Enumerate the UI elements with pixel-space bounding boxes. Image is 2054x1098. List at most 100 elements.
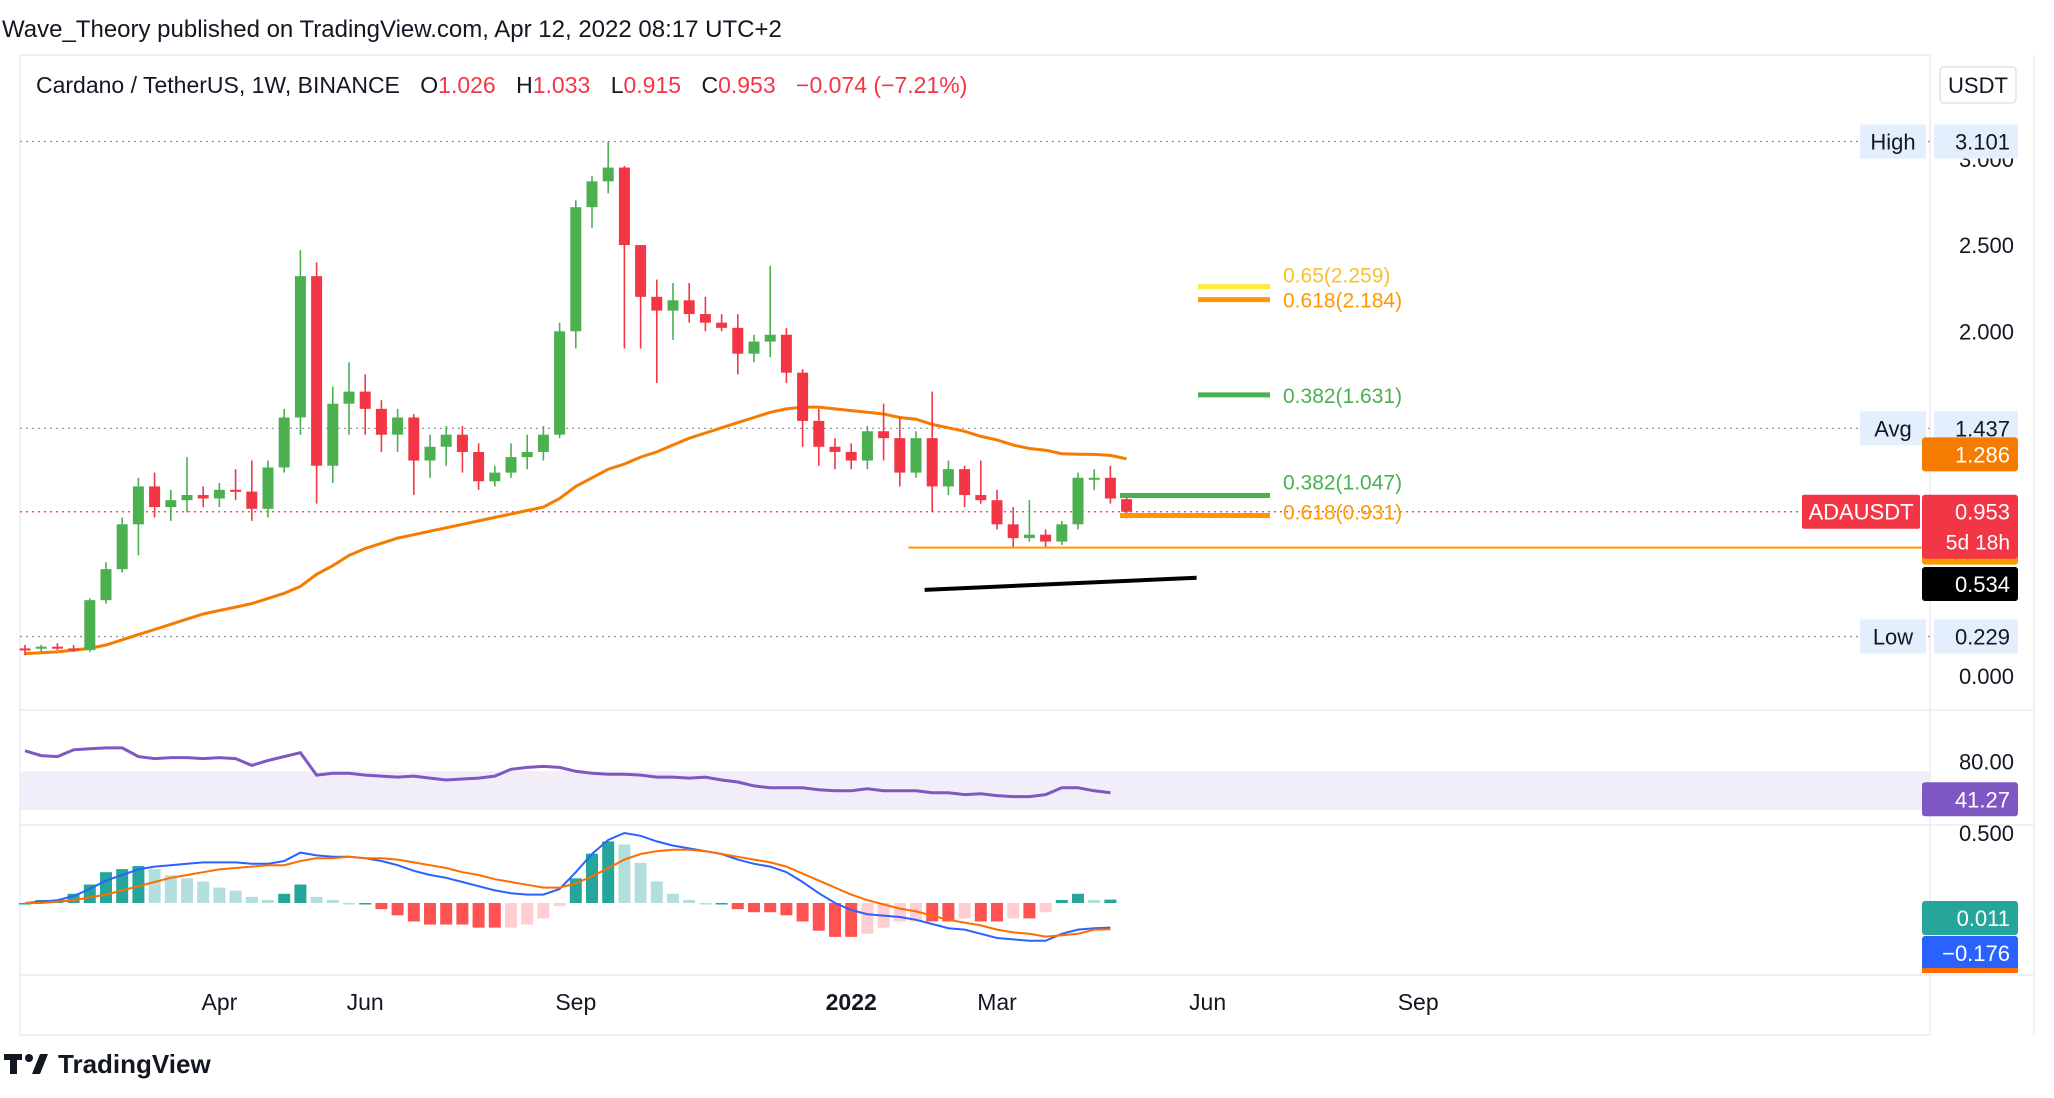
candle-body [926, 438, 938, 487]
price-tag [1922, 566, 2018, 601]
candle [392, 408, 404, 452]
candle [116, 517, 128, 573]
candle [699, 296, 711, 332]
candle-body [359, 391, 371, 409]
fib-label: 0.618(2.184) [1283, 290, 1402, 313]
candle [294, 250, 306, 435]
macd-histogram-bar [213, 887, 226, 903]
price-tag-label: 1.286 [1955, 442, 2010, 467]
publisher-header: Wave_Theory published on TradingView.com… [0, 10, 2054, 50]
candle-body [894, 438, 906, 473]
candle-body [440, 434, 452, 447]
macd-histogram-bar [1007, 903, 1020, 919]
candle [149, 472, 161, 518]
candle-body [456, 434, 468, 452]
macd-value-tag [1922, 936, 2018, 970]
candle [51, 643, 63, 651]
candle-body [1056, 524, 1068, 542]
candle-body [699, 314, 711, 323]
level-value-tag [1934, 124, 2018, 159]
candle [278, 408, 290, 473]
candle [311, 262, 323, 504]
candle [440, 426, 452, 466]
candle-body [132, 486, 144, 525]
candle [197, 486, 209, 508]
price-tag [1922, 437, 2018, 472]
macd-histogram-bar [197, 881, 210, 903]
candle-body [845, 451, 857, 461]
macd-histogram-bar [958, 903, 971, 919]
legend-o-label: O [420, 72, 438, 98]
macd-histogram-bar [618, 844, 631, 903]
candle [586, 176, 598, 228]
tradingview-logo-icon [4, 1054, 48, 1074]
candle [651, 279, 663, 383]
symbol-tag [1802, 494, 1920, 529]
candle-body [181, 495, 193, 501]
candle [1040, 529, 1052, 547]
macd-histogram-bar [278, 893, 291, 903]
macd-histogram-bar [424, 903, 436, 925]
macd-histogram-bar [294, 884, 307, 903]
symbol-tag-label: ADAUSDT [1808, 500, 1913, 525]
candle [424, 434, 436, 478]
macd-histogram-bar [974, 903, 987, 922]
macd-histogram-bar [829, 903, 841, 937]
level-tag-high [1860, 124, 1926, 159]
currency-label: USDT [1948, 73, 2008, 98]
candle-body [861, 431, 873, 461]
candle [262, 460, 274, 518]
candle-body [586, 181, 598, 208]
candle-body [813, 420, 825, 447]
level-tag-label: High [1870, 130, 1915, 155]
candle [716, 314, 728, 332]
candle-body [991, 500, 1003, 525]
macd-histogram-bar [407, 903, 420, 922]
candle-body [51, 646, 63, 649]
candle [132, 477, 144, 556]
countdown-label: 5d 18h [1946, 532, 2010, 555]
candle-body [408, 417, 420, 461]
currency-tag[interactable] [1939, 66, 2017, 104]
tradingview-brand: TradingView [58, 1048, 211, 1079]
chart-frame [19, 54, 1931, 1036]
candle [1088, 469, 1100, 490]
level-value-label: 1.437 [1955, 416, 2010, 441]
candle [554, 322, 566, 439]
candle [570, 200, 582, 349]
macd-histogram-bar [812, 903, 825, 931]
candle [894, 417, 906, 487]
candle-body [1072, 477, 1084, 525]
candle [100, 562, 112, 604]
level-value-label: 0.229 [1955, 625, 2010, 650]
legend-l-label: L [611, 72, 624, 98]
macd-histogram-bar [861, 903, 874, 934]
time-tick-label: 2022 [826, 989, 877, 1015]
macd-histogram-bar [748, 903, 760, 913]
candle-body [1007, 524, 1019, 539]
macd-histogram-bar [1104, 899, 1117, 903]
candle-body [942, 469, 954, 487]
fib-label: 0.382(1.047) [1283, 472, 1402, 495]
candle [505, 443, 517, 478]
candle-body [68, 648, 80, 651]
legend-h-value: 1.033 [533, 72, 591, 98]
macd-histogram-bar [521, 903, 534, 925]
candle [246, 460, 258, 521]
macd-histogram-bar [1039, 903, 1052, 913]
candle-body [780, 334, 792, 373]
candle [408, 414, 420, 496]
candle-body [1088, 477, 1100, 480]
candle-body [521, 451, 533, 458]
candle-body [375, 408, 387, 435]
moving-average-line [24, 405, 1127, 656]
candle-body [19, 648, 31, 651]
candle-body [84, 600, 96, 651]
macd-histogram-bar [181, 878, 193, 903]
candle-body [618, 167, 630, 246]
tradingview-logo[interactable]: TradingView [4, 1044, 211, 1084]
legend-o-value: 1.026 [438, 72, 496, 98]
candle-body [1104, 477, 1116, 499]
candle [68, 644, 80, 652]
